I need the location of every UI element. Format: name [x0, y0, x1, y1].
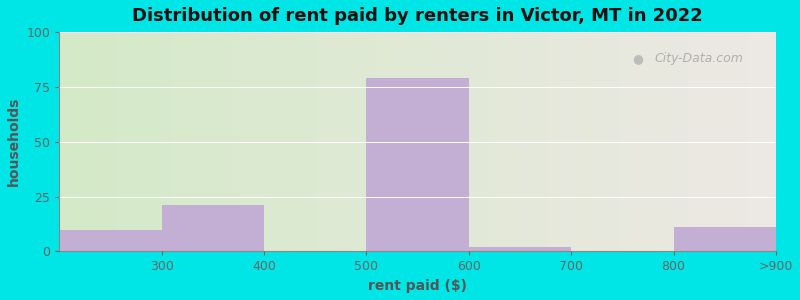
Text: City-Data.com: City-Data.com	[654, 52, 743, 65]
Bar	[366, 78, 469, 251]
Text: ●: ●	[633, 52, 643, 65]
Title: Distribution of rent paid by renters in Victor, MT in 2022: Distribution of rent paid by renters in …	[132, 7, 703, 25]
Bar	[59, 230, 162, 251]
X-axis label: rent paid ($): rent paid ($)	[368, 279, 467, 293]
Y-axis label: households: households	[7, 97, 21, 187]
Bar	[674, 227, 776, 251]
Bar	[162, 206, 264, 251]
Bar	[469, 247, 571, 251]
